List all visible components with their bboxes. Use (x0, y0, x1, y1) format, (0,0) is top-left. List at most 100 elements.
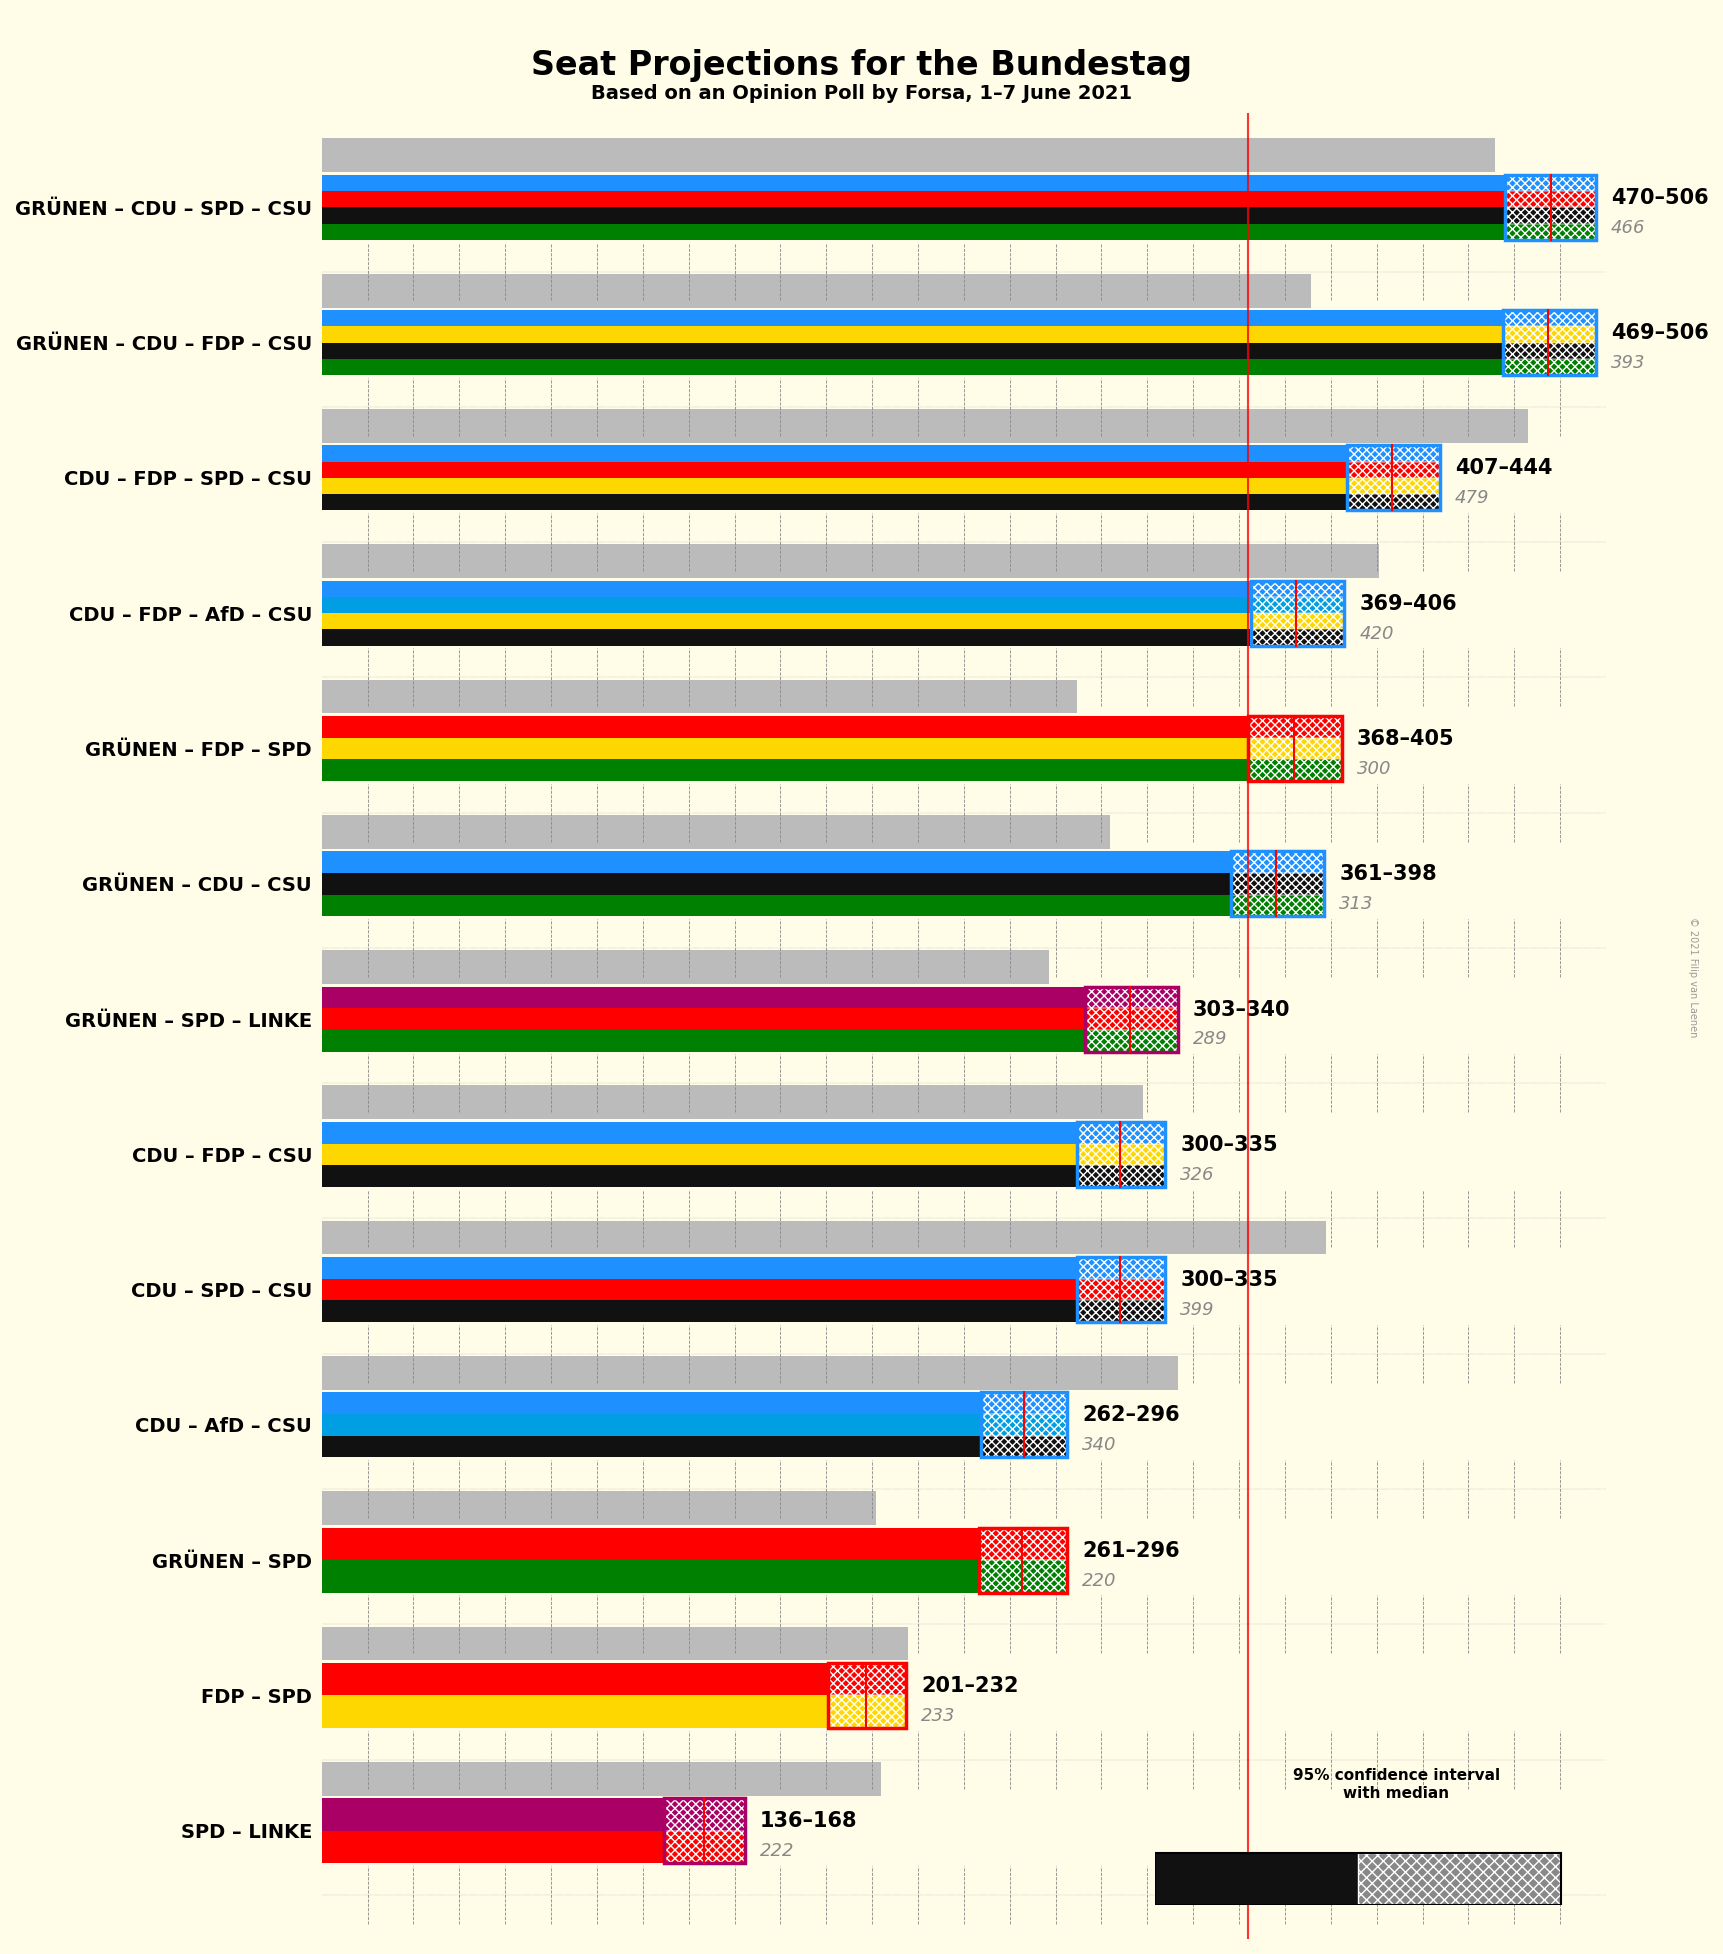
Bar (322, 545, 1378, 578)
Bar (1077, 1256, 1165, 1323)
Bar (322, 873, 1230, 895)
Bar (1230, 895, 1323, 916)
Bar (1247, 739, 1340, 760)
Text: 470–506: 470–506 (1609, 188, 1707, 207)
Bar (322, 446, 1346, 461)
Bar (322, 739, 1247, 760)
Text: 399: 399 (1180, 1301, 1215, 1319)
Bar (1247, 715, 1340, 739)
Bar (1077, 1278, 1165, 1301)
Bar (322, 680, 1077, 713)
Bar (322, 614, 1251, 629)
Bar (322, 1763, 880, 1796)
Bar (322, 191, 1504, 207)
Bar (1084, 987, 1177, 1008)
Bar (1346, 479, 1439, 494)
Bar (1230, 852, 1323, 916)
Bar (1084, 987, 1177, 1008)
Bar (322, 342, 1502, 360)
Bar (322, 461, 1346, 479)
Text: 233: 233 (920, 1706, 955, 1725)
Text: 95% confidence interval
with median: 95% confidence interval with median (1292, 1768, 1499, 1802)
Bar (322, 408, 1527, 444)
Bar (322, 895, 1230, 916)
Bar (1084, 1030, 1177, 1051)
Bar (322, 479, 1346, 494)
Bar (1247, 715, 1340, 739)
Bar (1077, 1278, 1165, 1301)
Bar (979, 1559, 1067, 1593)
Bar (1504, 223, 1595, 240)
Bar (1077, 1301, 1165, 1323)
Text: 361–398: 361–398 (1339, 864, 1435, 885)
Bar (322, 950, 1049, 985)
Bar (322, 274, 1311, 307)
Bar (1084, 1008, 1177, 1030)
Bar (322, 1143, 1077, 1165)
Bar (322, 207, 1504, 223)
Bar (322, 1831, 663, 1864)
Bar (827, 1663, 905, 1696)
Text: 326: 326 (1180, 1167, 1215, 1184)
Bar (980, 1393, 1067, 1415)
Bar (1084, 1008, 1177, 1030)
Bar (1502, 342, 1595, 360)
Text: 300: 300 (1356, 760, 1390, 778)
Bar (1251, 614, 1344, 629)
Bar (1502, 311, 1595, 375)
Bar (1502, 342, 1595, 360)
Bar (1084, 1030, 1177, 1051)
Bar (322, 494, 1346, 510)
Text: 262–296: 262–296 (1082, 1405, 1179, 1426)
Bar (322, 815, 1110, 848)
Bar (980, 1415, 1067, 1436)
Bar (1154, 1852, 1358, 1905)
Bar (979, 1559, 1067, 1593)
Bar (979, 1528, 1067, 1559)
Bar (1251, 629, 1344, 645)
Text: 289: 289 (1192, 1030, 1227, 1049)
Bar (980, 1393, 1067, 1458)
Text: 369–406: 369–406 (1358, 594, 1456, 614)
Bar (663, 1798, 744, 1831)
Bar (322, 1626, 908, 1661)
Bar (980, 1415, 1067, 1436)
Bar (1251, 598, 1344, 614)
Bar (1247, 760, 1340, 782)
Bar (1251, 580, 1344, 598)
Bar (322, 1559, 979, 1593)
Bar (1154, 1852, 1559, 1905)
Bar (1504, 191, 1595, 207)
Bar (322, 782, 1606, 844)
Bar (1251, 580, 1344, 645)
Bar (322, 326, 1502, 342)
Bar (980, 1393, 1067, 1415)
Bar (322, 510, 1606, 574)
Bar (1247, 760, 1340, 782)
Bar (322, 1528, 979, 1559)
Bar (1084, 987, 1177, 1051)
Bar (827, 1663, 905, 1696)
Bar (827, 1696, 905, 1727)
Text: 303–340: 303–340 (1192, 1000, 1291, 1020)
Bar (322, 1415, 980, 1436)
Text: 313: 313 (1339, 895, 1373, 913)
Text: 393: 393 (1609, 354, 1644, 371)
Bar (1230, 873, 1323, 895)
Bar (322, 176, 1504, 191)
Text: Seat Projections for the Bundestag: Seat Projections for the Bundestag (531, 49, 1192, 82)
Bar (322, 580, 1251, 598)
Bar (322, 139, 1494, 172)
Bar (322, 1864, 1606, 1927)
Bar (827, 1663, 905, 1727)
Text: 479: 479 (1454, 488, 1489, 508)
Bar (1346, 446, 1439, 461)
Bar (322, 1458, 1606, 1520)
Bar (322, 598, 1251, 614)
Bar (1346, 461, 1439, 479)
Bar (322, 629, 1251, 645)
Bar (322, 1356, 1177, 1389)
Bar (322, 1221, 1325, 1254)
Bar (322, 1278, 1077, 1301)
Bar (1247, 739, 1340, 760)
